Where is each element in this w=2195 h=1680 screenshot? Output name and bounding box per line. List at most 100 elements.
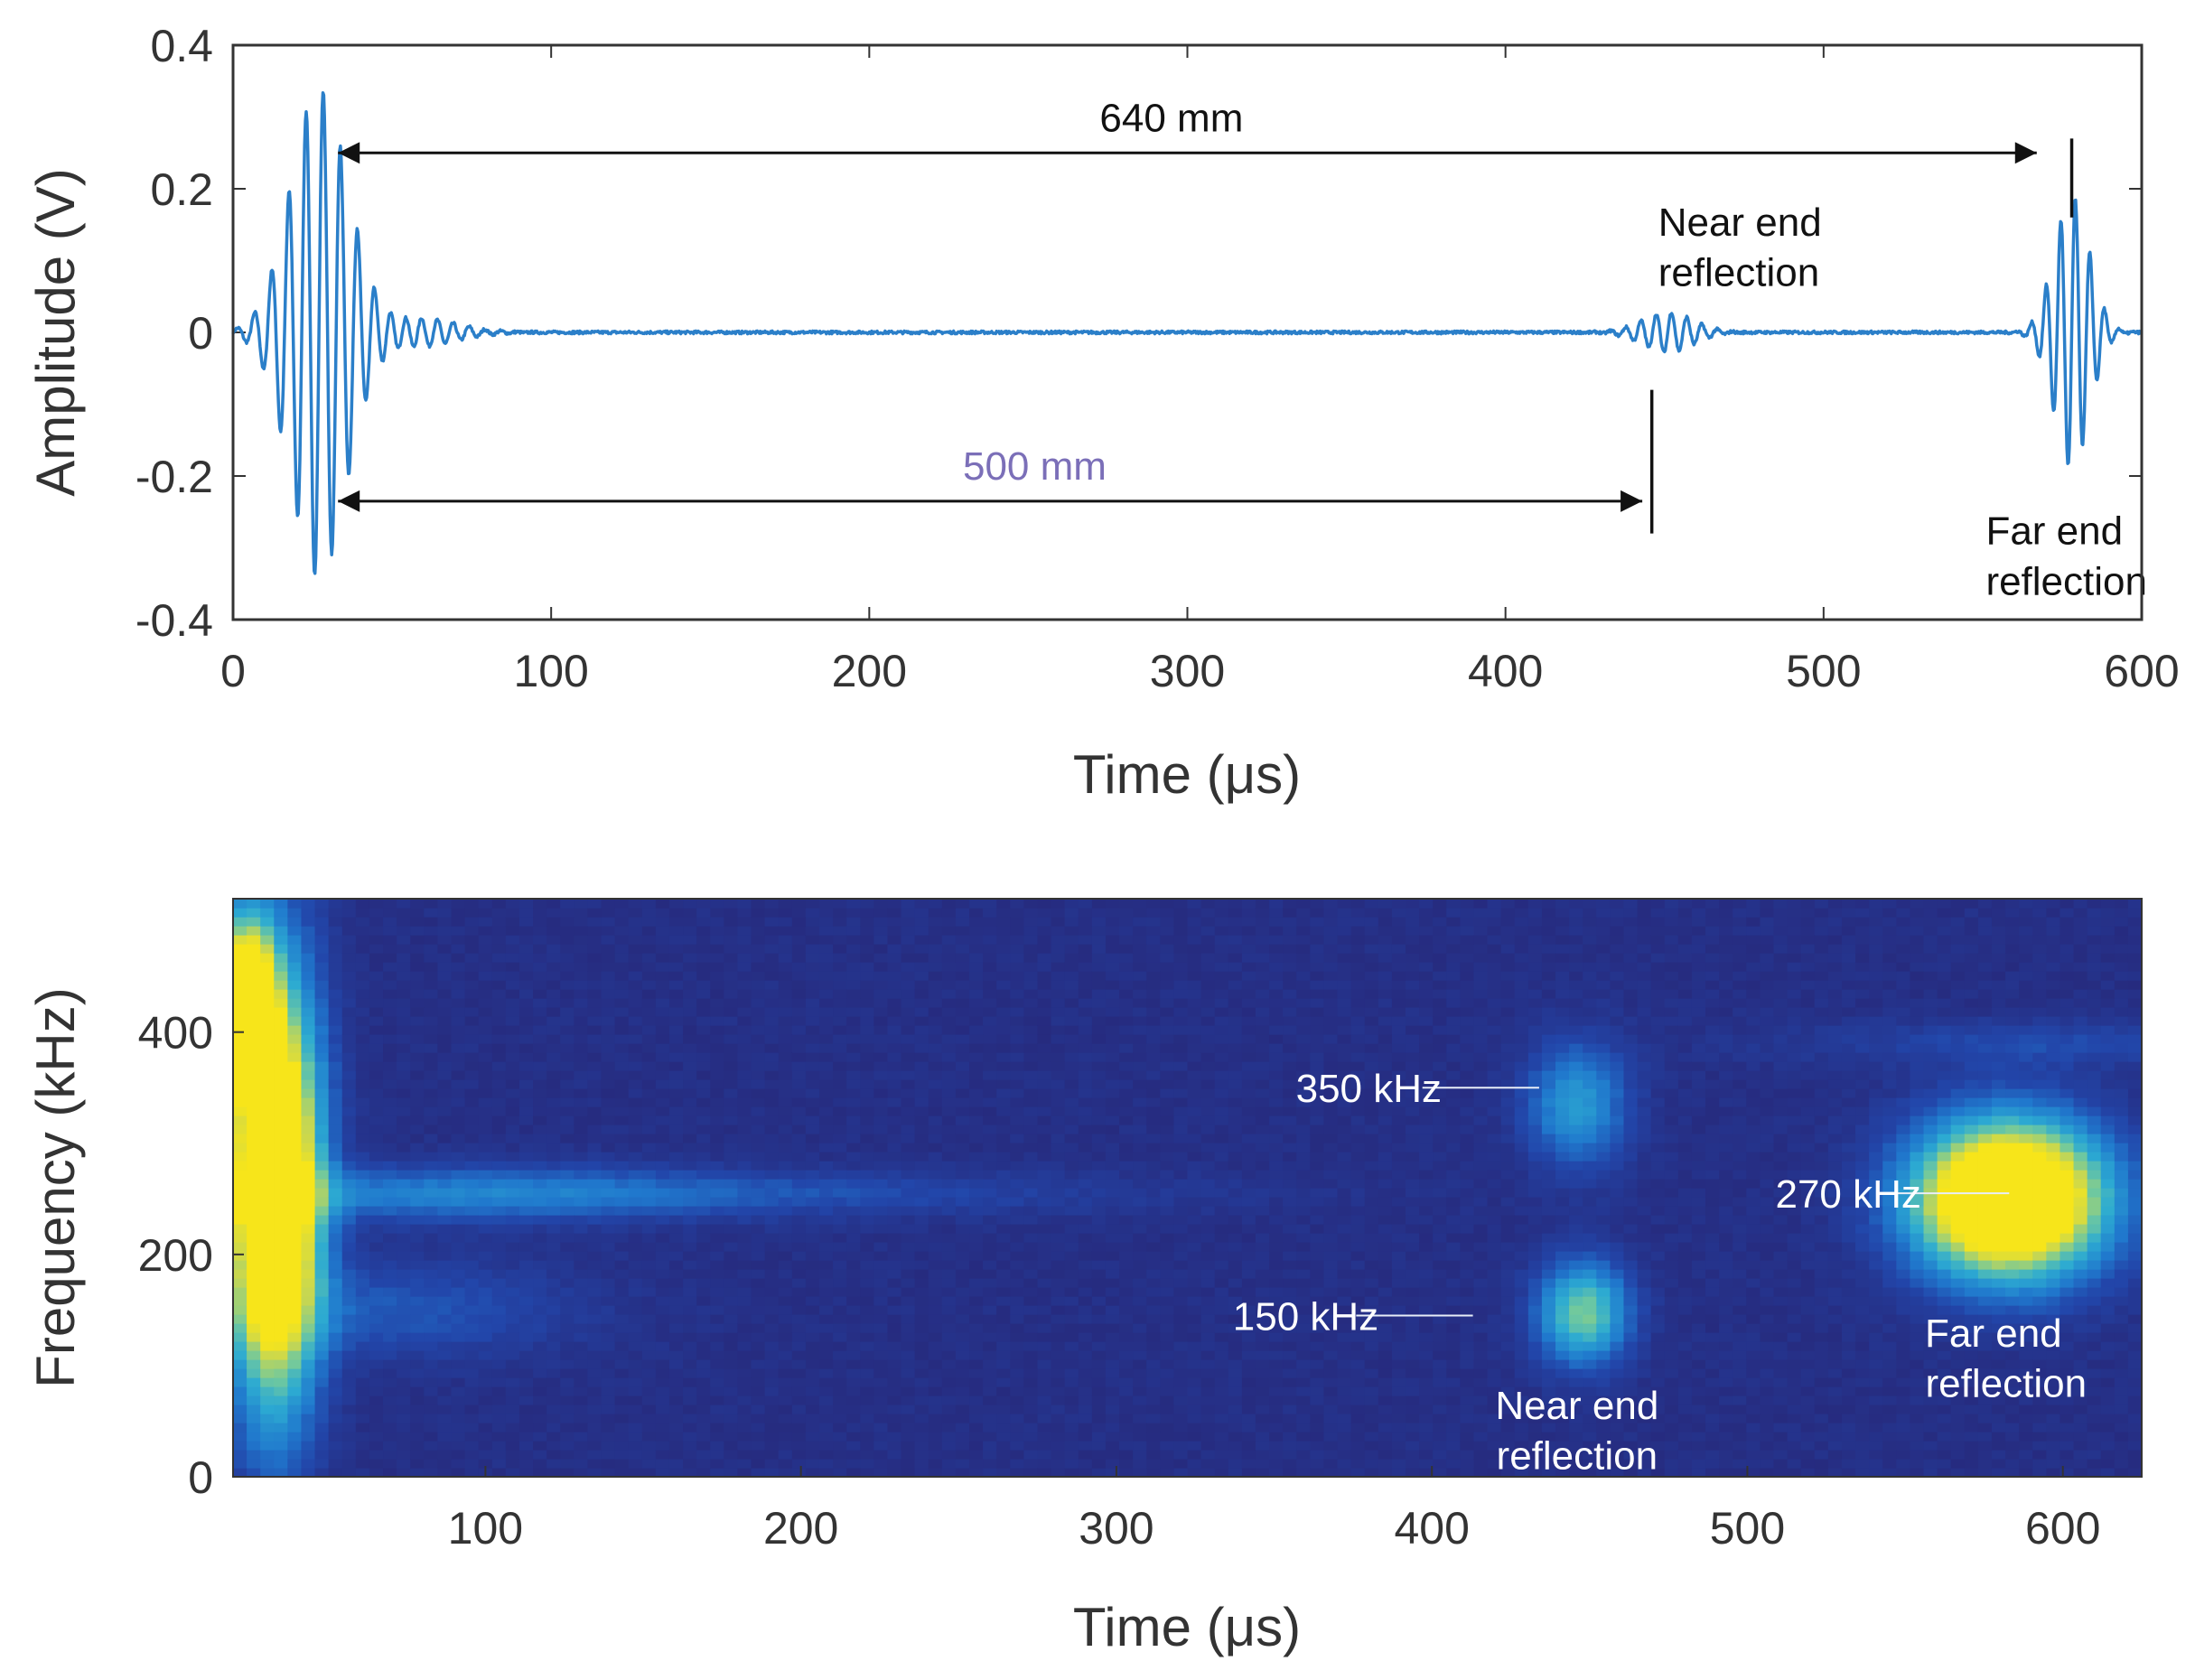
heatmap-cell xyxy=(1119,1350,1134,1360)
heatmap-cell xyxy=(1269,1215,1284,1225)
heatmap-cell xyxy=(1241,1251,1256,1261)
heatmap-cell xyxy=(518,1296,534,1306)
heatmap-cell xyxy=(969,1377,984,1387)
heatmap-cell xyxy=(914,1359,929,1369)
heatmap-cell xyxy=(314,953,330,963)
heatmap-cell xyxy=(560,1097,574,1107)
heatmap-cell xyxy=(1091,1332,1107,1342)
heatmap-cell xyxy=(383,1206,397,1216)
heatmap-cell xyxy=(901,1423,916,1433)
heatmap-cell xyxy=(955,917,970,927)
heatmap-cell xyxy=(805,1070,820,1080)
heatmap-cell xyxy=(914,1170,929,1180)
heatmap-cell xyxy=(301,1305,316,1315)
heatmap-cell xyxy=(641,1134,657,1143)
heatmap-cell xyxy=(1228,1224,1243,1234)
heatmap-cell xyxy=(533,1052,547,1062)
heatmap-cell xyxy=(1037,962,1052,972)
heatmap-cell xyxy=(397,1459,411,1469)
heatmap-cell xyxy=(1078,1251,1093,1261)
heatmap-cell xyxy=(724,1143,739,1153)
heatmap-cell xyxy=(1228,989,1243,999)
heatmap-cell xyxy=(1200,1088,1216,1098)
heatmap-cell xyxy=(1064,953,1079,963)
heatmap-cell xyxy=(383,1296,397,1306)
heatmap-cell xyxy=(464,935,480,945)
heatmap-cell xyxy=(641,1025,657,1035)
heatmap-cell xyxy=(724,1414,739,1423)
heatmap-cell xyxy=(1228,1278,1243,1288)
heatmap-cell xyxy=(928,1224,943,1234)
heatmap-cell xyxy=(533,1242,547,1252)
heatmap-cell xyxy=(818,962,834,972)
heatmap-cell xyxy=(1241,1432,1256,1442)
heatmap-cell xyxy=(560,1070,574,1080)
heatmap-cell xyxy=(424,980,438,990)
heatmap-cell xyxy=(1119,1115,1134,1125)
heatmap-cell xyxy=(1133,1224,1147,1234)
heatmap-cell xyxy=(1160,1432,1174,1442)
heatmap-cell xyxy=(1214,1377,1229,1387)
heatmap-cell xyxy=(1241,1170,1256,1180)
heatmap-cell xyxy=(969,1242,984,1252)
heatmap-cell xyxy=(791,1034,807,1044)
heatmap-cell xyxy=(1228,1143,1243,1153)
heatmap-cell xyxy=(478,1278,493,1288)
heatmap-cell xyxy=(1010,989,1024,999)
heatmap-cell xyxy=(1200,989,1216,999)
heatmap-cell xyxy=(1105,1377,1120,1387)
heatmap-cell xyxy=(383,1341,397,1351)
heatmap-cell xyxy=(560,1377,574,1387)
heatmap-cell xyxy=(941,971,957,981)
heatmap-cell xyxy=(668,944,684,954)
heatmap-cell xyxy=(233,1341,248,1351)
heatmap-cell xyxy=(805,1134,820,1143)
heatmap-cell xyxy=(641,1405,657,1414)
heatmap-cell xyxy=(1037,953,1052,963)
heatmap-cell xyxy=(1228,1206,1243,1216)
heatmap-cell xyxy=(601,1061,616,1071)
heatmap-cell xyxy=(383,1323,397,1333)
heatmap-cell xyxy=(1064,1287,1079,1297)
heatmap-cell xyxy=(1269,1188,1284,1198)
heatmap-cell xyxy=(314,1314,330,1324)
heatmap-cell xyxy=(1091,908,1107,918)
heatmap-cell xyxy=(355,1377,370,1387)
heatmap-cell xyxy=(668,1350,684,1360)
heatmap-cell xyxy=(247,1251,261,1261)
heatmap-cell xyxy=(641,1052,657,1062)
heatmap-cell xyxy=(546,1459,561,1469)
heatmap-cell xyxy=(1051,917,1066,927)
heatmap-cell xyxy=(901,1323,916,1333)
heatmap-cell xyxy=(410,1350,425,1360)
heatmap-cell xyxy=(683,917,697,927)
heatmap-cell xyxy=(887,1061,902,1071)
heatmap-cell xyxy=(341,1296,357,1306)
heatmap-cell xyxy=(901,1368,916,1378)
heatmap-cell xyxy=(478,1034,493,1044)
heatmap-cell xyxy=(1160,1188,1174,1198)
heatmap-cell xyxy=(1010,1242,1024,1252)
heatmap-cell xyxy=(451,1414,466,1423)
heatmap-cell xyxy=(791,1269,807,1279)
heatmap-cell xyxy=(1228,1414,1243,1423)
heatmap-cell xyxy=(846,1152,861,1162)
heatmap-cell xyxy=(1228,1115,1243,1125)
heatmap-cell xyxy=(533,1414,547,1423)
heatmap-cell xyxy=(805,1405,820,1414)
heatmap-cell xyxy=(1241,971,1256,981)
heatmap-cell xyxy=(833,971,847,981)
heatmap-cell xyxy=(628,1459,643,1469)
heatmap-cell xyxy=(260,1206,275,1216)
heatmap-cell xyxy=(1160,1323,1174,1333)
heatmap-cell xyxy=(1146,1314,1161,1324)
heatmap-cell xyxy=(914,1251,929,1261)
heatmap-cell xyxy=(601,1414,616,1423)
heatmap-cell xyxy=(1133,1305,1147,1315)
heatmap-cell xyxy=(1078,1323,1093,1333)
heatmap-cell xyxy=(1269,1423,1284,1433)
heatmap-cell xyxy=(260,1134,275,1143)
heatmap-cell xyxy=(778,1097,793,1107)
heatmap-cell xyxy=(696,1341,711,1351)
heatmap-cell xyxy=(464,1242,480,1252)
